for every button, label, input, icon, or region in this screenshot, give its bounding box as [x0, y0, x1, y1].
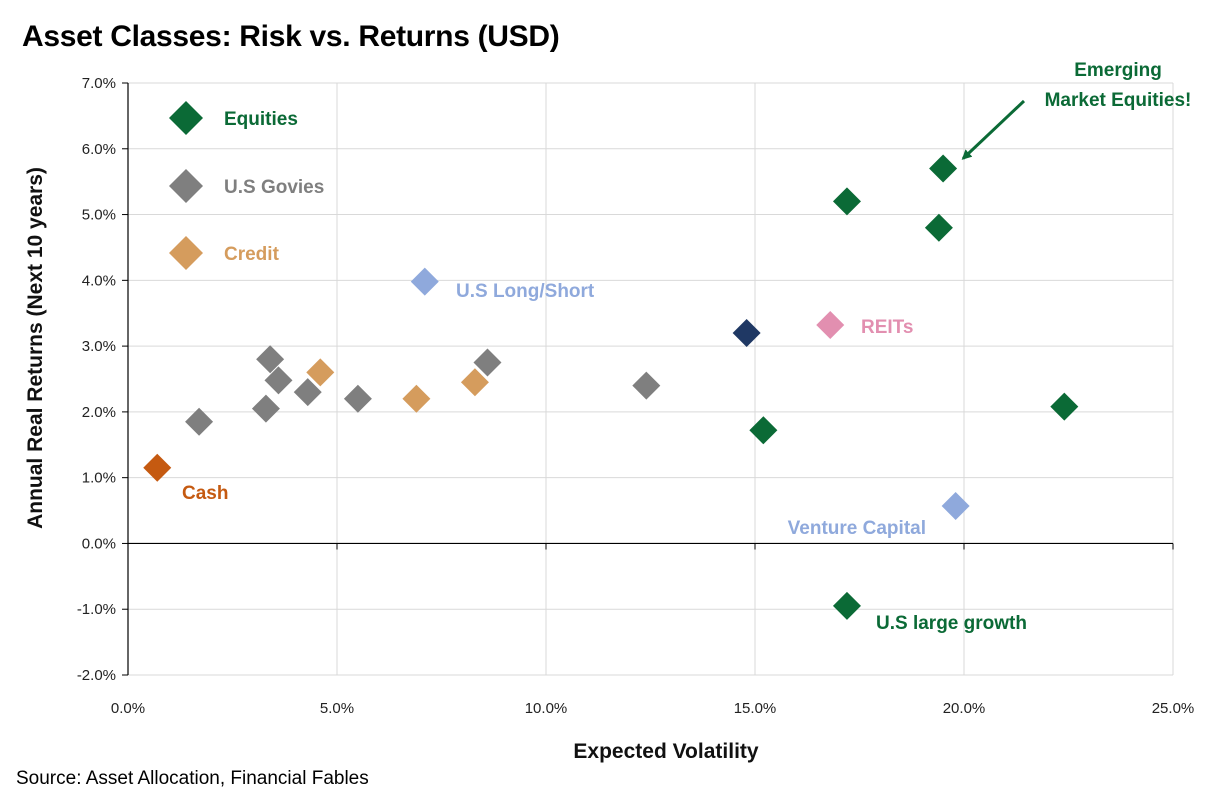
data-point [256, 345, 285, 374]
y-tick-label: 3.0% [82, 338, 116, 355]
annotation-arrow [961, 99, 1026, 160]
x-tick-label: 20.0% [943, 700, 986, 717]
annotation-long-short: U.S Long/Short [456, 281, 595, 302]
y-axis-title: Annual Real Returns (Next 10 years) [24, 167, 47, 529]
data-point [264, 366, 293, 395]
legend-label: Credit [224, 244, 280, 265]
y-tick-label: 6.0% [82, 141, 116, 158]
annotations: U.S Long/Short REITs Cash Venture Capital U.… [182, 60, 1191, 634]
y-tick-label: 7.0% [82, 75, 116, 92]
data-point [1050, 392, 1079, 421]
data-point [460, 368, 489, 397]
annotation-large-growth: U.S large growth [876, 613, 1027, 634]
data-point [343, 384, 372, 413]
legend: Equities U.S Govies Credit [169, 101, 324, 270]
annotation-venture: Venture Capital [788, 518, 926, 539]
source-note: Source: Asset Allocation, Financial Fabl… [16, 768, 369, 789]
data-point [410, 267, 439, 296]
data-point [749, 416, 778, 445]
legend-marker [169, 169, 203, 203]
data-point [924, 213, 953, 242]
y-tick-label: -2.0% [77, 667, 116, 684]
legend-label: Equities [224, 109, 298, 130]
x-axis-title: Expected Volatility [573, 740, 758, 763]
data-point [293, 378, 322, 407]
annotation-em-line2: Market Equities! [1045, 90, 1192, 111]
y-tick-label: 5.0% [82, 207, 116, 224]
legend-marker [169, 236, 203, 270]
data-point [185, 407, 214, 436]
y-tick-label: 0.0% [82, 535, 116, 552]
annotation-reits: REITs [861, 317, 913, 338]
legend-marker [169, 101, 203, 135]
data-point [929, 154, 958, 183]
data-point [832, 187, 861, 216]
x-tick-label: 10.0% [525, 700, 568, 717]
y-tick-label: 2.0% [82, 404, 116, 421]
data-point [473, 348, 502, 377]
data-points [143, 154, 1079, 620]
annotation-cash: Cash [182, 483, 228, 504]
data-point [632, 371, 661, 400]
y-tick-label: 4.0% [82, 272, 116, 289]
data-point [306, 358, 335, 387]
data-point [816, 311, 845, 340]
y-tick-label: 1.0% [82, 470, 116, 487]
data-point [732, 318, 761, 347]
x-tick-label: 5.0% [320, 700, 354, 717]
data-point [832, 591, 861, 620]
chart-title: Asset Classes: Risk vs. Returns (USD) [22, 20, 560, 53]
x-tick-label: 15.0% [734, 700, 777, 717]
x-tick-label: 0.0% [111, 700, 145, 717]
legend-label: U.S Govies [224, 177, 324, 198]
x-tick-label: 25.0% [1152, 700, 1195, 717]
data-point [143, 453, 172, 482]
y-tick-label: -1.0% [77, 601, 116, 618]
axes: -2.0% -1.0% 0.0% 1.0% 2.0% 3.0% 4.0% 5.0% 6.0% 7.… [77, 75, 1194, 717]
data-point [941, 491, 970, 520]
data-point [402, 384, 431, 413]
data-point [251, 394, 280, 423]
annotation-em-line1: Emerging [1074, 60, 1162, 81]
gridlines [128, 82, 1174, 676]
